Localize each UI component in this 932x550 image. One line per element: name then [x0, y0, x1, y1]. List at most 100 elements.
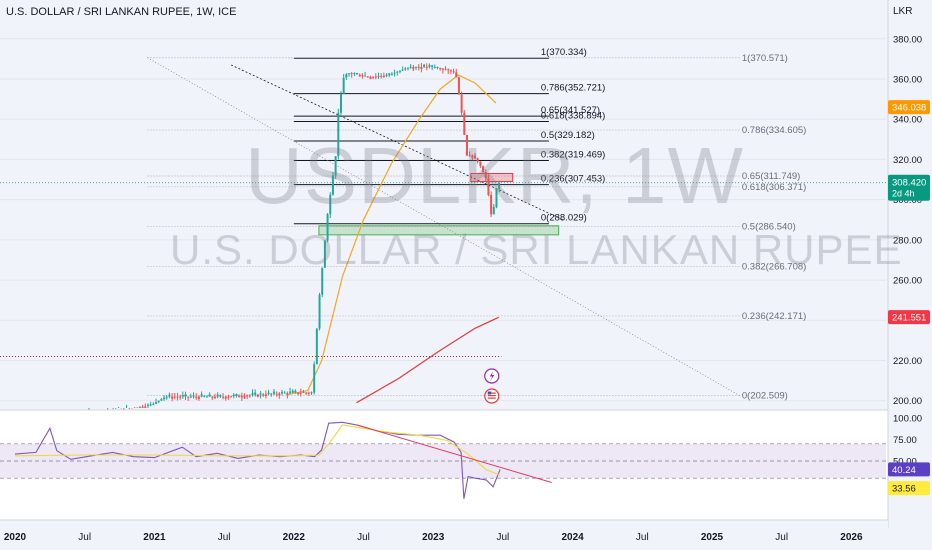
candle	[307, 392, 310, 394]
fib-label-right: 0.382(266.708)	[742, 262, 806, 273]
candle	[449, 70, 452, 72]
candle	[415, 66, 418, 68]
fib-label-left: 0.382(319.469)	[541, 150, 605, 161]
time-tick-label: Jul	[357, 532, 370, 543]
candle	[222, 396, 225, 398]
candle	[361, 75, 364, 77]
watermark-ticker: USDLKR, 1W	[245, 131, 744, 220]
rsi-tick-label: 100.00	[893, 414, 922, 425]
candle	[385, 74, 388, 76]
price-tag: 346.038	[892, 103, 926, 114]
fib-levels: 1(370.334)0.786(352.721)0.65(341.527)0.6…	[0, 47, 886, 402]
fib-label-left: 0.786(352.721)	[541, 83, 605, 94]
candle	[334, 156, 337, 176]
last-candle	[498, 182, 501, 190]
candle	[267, 392, 270, 395]
candle	[412, 66, 415, 70]
indicator-lines	[286, 74, 499, 404]
candle	[302, 392, 305, 394]
price-tick-label: 340.00	[893, 115, 922, 126]
time-tick-label: Jul	[636, 532, 649, 543]
candle	[468, 155, 471, 157]
candle	[471, 155, 474, 158]
price-tick-label: 360.00	[893, 75, 922, 86]
candle	[281, 392, 284, 394]
candle	[433, 66, 436, 68]
candle	[289, 391, 292, 393]
candle	[492, 206, 495, 215]
rsi-tick-label: 75.00	[893, 435, 917, 446]
candle	[192, 395, 195, 397]
time-tick-label: 2020	[4, 532, 27, 543]
time-axis-background	[0, 520, 888, 550]
candle	[310, 392, 313, 394]
fib-label-left: 0.236(307.453)	[541, 174, 605, 185]
candle	[460, 94, 463, 113]
price-tag-bg	[888, 310, 930, 325]
candle	[329, 194, 332, 215]
fib-label-right: 0.236(242.171)	[742, 311, 806, 322]
candle	[326, 214, 329, 241]
time-tick-label: 2025	[701, 532, 724, 543]
us-flag-stripe	[487, 395, 496, 397]
candle	[345, 74, 348, 78]
candle	[256, 394, 259, 397]
candles	[88, 63, 501, 411]
candle	[299, 392, 302, 394]
candle	[382, 75, 385, 77]
price-tick-label: 200.00	[893, 396, 922, 407]
candle	[238, 395, 241, 398]
chart-title: U.S. DOLLAR / SRI LANKAN RUPEE, 1W, ICE	[6, 6, 237, 18]
candle	[436, 66, 439, 68]
candle	[243, 395, 246, 398]
rsi_ma-line	[14, 424, 501, 476]
fib-label-left: 0.618(338.894)	[541, 110, 605, 121]
candle	[358, 74, 361, 77]
candle	[165, 396, 168, 398]
currency-label: LKR	[893, 6, 913, 17]
candle	[356, 72, 359, 75]
candle	[187, 396, 190, 398]
candle	[205, 396, 208, 398]
candle	[294, 390, 297, 393]
candle	[157, 400, 160, 403]
rsi-value-tag: 40.24	[892, 465, 916, 476]
event-icons	[484, 368, 500, 404]
candle	[176, 396, 179, 398]
candle	[366, 76, 369, 78]
candle	[398, 70, 401, 72]
candle	[146, 404, 149, 406]
candle	[141, 406, 144, 408]
candle	[224, 396, 227, 399]
candle	[152, 403, 155, 405]
price-tag: 241.551	[892, 313, 926, 324]
candle	[227, 396, 230, 398]
candle	[452, 71, 455, 73]
candle	[197, 396, 200, 399]
candle	[195, 396, 198, 398]
candle	[484, 172, 487, 179]
candle	[163, 397, 166, 400]
time-tick-label: 2022	[283, 532, 306, 543]
price-tick-label: 220.00	[893, 356, 922, 367]
candle	[230, 396, 233, 398]
candle	[208, 394, 211, 397]
candle	[339, 94, 342, 113]
candle	[262, 394, 265, 396]
trend-line	[230, 64, 564, 221]
candle	[401, 69, 404, 71]
candle	[444, 68, 447, 70]
candle	[439, 67, 442, 69]
candle	[305, 392, 308, 394]
fib-label-left: 1(370.334)	[541, 47, 587, 58]
us-flag-stripe	[487, 392, 496, 394]
time-tick-label: Jul	[775, 532, 788, 543]
fib-label-right: 0.5(286.540)	[742, 222, 796, 233]
price-axis-background	[888, 0, 932, 550]
candle	[200, 394, 203, 397]
candle	[479, 161, 482, 166]
fib-label-left: 0(288.029)	[541, 213, 587, 224]
price-tick-label: 280.00	[893, 235, 922, 246]
candle	[490, 195, 493, 215]
